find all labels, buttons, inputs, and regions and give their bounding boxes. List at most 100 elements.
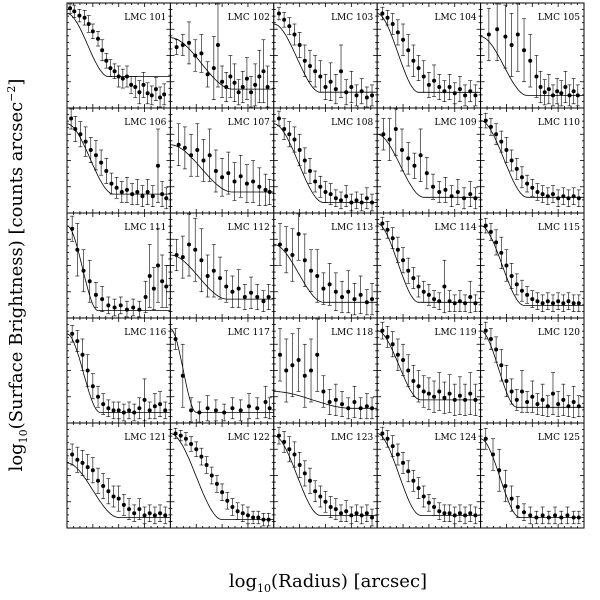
data-point (222, 410, 227, 415)
data-point (509, 158, 514, 163)
data-point (147, 274, 152, 278)
data-point (100, 48, 105, 53)
data-point (69, 116, 74, 121)
data-point (225, 498, 230, 503)
data-point (145, 91, 150, 96)
data-point (215, 43, 220, 47)
data-point (213, 169, 218, 173)
data-point (290, 363, 295, 368)
panel-grid: LMC 101 LMC 102 LMC 103 LMC 104 LMC 105 LMC 1… (66, 2, 585, 529)
data-point (437, 85, 442, 89)
data-point (370, 515, 375, 520)
data-point (385, 436, 390, 441)
data-point (230, 505, 235, 509)
data-point (468, 391, 473, 396)
data-point (101, 402, 106, 407)
data-point (426, 292, 431, 297)
data-point (160, 279, 165, 284)
model-profile-curve (170, 328, 274, 413)
data-point (292, 137, 297, 142)
data-point (381, 132, 386, 137)
data-point (432, 394, 437, 399)
data-point (164, 284, 169, 289)
data-point (473, 93, 478, 98)
data-point (296, 358, 301, 362)
data-point (251, 179, 256, 184)
data-point (135, 190, 140, 194)
data-point (182, 145, 187, 150)
data-point (214, 481, 219, 486)
data-point (121, 410, 126, 415)
data-point (509, 274, 514, 278)
data-point (437, 190, 442, 194)
data-point (495, 27, 500, 32)
data-point (452, 397, 457, 402)
data-point (514, 166, 519, 171)
data-point (292, 452, 297, 457)
panel: LMC 102 (169, 2, 275, 109)
data-point (447, 391, 452, 396)
data-point (180, 43, 185, 47)
data-point (230, 406, 235, 411)
data-point (213, 408, 218, 413)
data-point (261, 517, 266, 522)
data-point (287, 24, 292, 29)
data-point (358, 292, 363, 297)
data-point (327, 400, 332, 404)
panel-label: LMC 102 (228, 13, 270, 23)
data-point (189, 442, 194, 446)
data-point (457, 393, 462, 398)
model-profile-curve (170, 254, 274, 300)
data-point (364, 511, 369, 516)
data-point (494, 240, 499, 245)
data-point (194, 447, 199, 452)
data-point (340, 402, 345, 407)
data-point (290, 253, 295, 257)
data-point (193, 247, 198, 252)
data-point (339, 69, 344, 74)
data-point (328, 192, 333, 197)
data-point (323, 499, 328, 504)
panel: LMC 114 (376, 212, 482, 319)
panel: LMC 120 (480, 317, 585, 424)
panel: LMC 110 (480, 107, 585, 214)
data-point (525, 292, 530, 297)
data-point (550, 93, 555, 98)
data-point (411, 379, 416, 383)
data-point (499, 363, 504, 368)
data-point (426, 500, 431, 505)
panel: LMC 103 (273, 2, 378, 109)
panel: LMC 101 (66, 2, 171, 109)
data-point (244, 181, 249, 186)
model-profile-curve (273, 244, 378, 303)
data-point (118, 303, 123, 308)
data-point (530, 185, 535, 190)
data-point (158, 402, 163, 407)
data-point (556, 299, 561, 304)
data-point (426, 82, 431, 87)
data-point (180, 373, 185, 378)
data-point (137, 507, 142, 512)
data-point (132, 511, 137, 516)
data-point (354, 511, 359, 516)
panel-label: LMC 109 (434, 118, 476, 128)
data-point (571, 89, 576, 94)
data-point (143, 295, 148, 299)
data-point (218, 276, 223, 281)
data-point (401, 358, 406, 362)
data-point (561, 397, 566, 402)
x-axis-title-prefix: log (229, 571, 257, 592)
data-point (370, 297, 375, 302)
data-point (205, 72, 210, 77)
panel-label: LMC 124 (434, 433, 476, 443)
data-point (155, 163, 160, 168)
data-point (112, 69, 117, 74)
panel-label: LMC 118 (331, 328, 373, 338)
data-point (522, 510, 527, 515)
data-point (387, 137, 392, 142)
panel-label: LMC 114 (434, 223, 476, 233)
data-point (535, 402, 540, 407)
data-point (504, 263, 509, 268)
data-point (528, 58, 533, 63)
panel: LMC 122 (169, 422, 275, 529)
